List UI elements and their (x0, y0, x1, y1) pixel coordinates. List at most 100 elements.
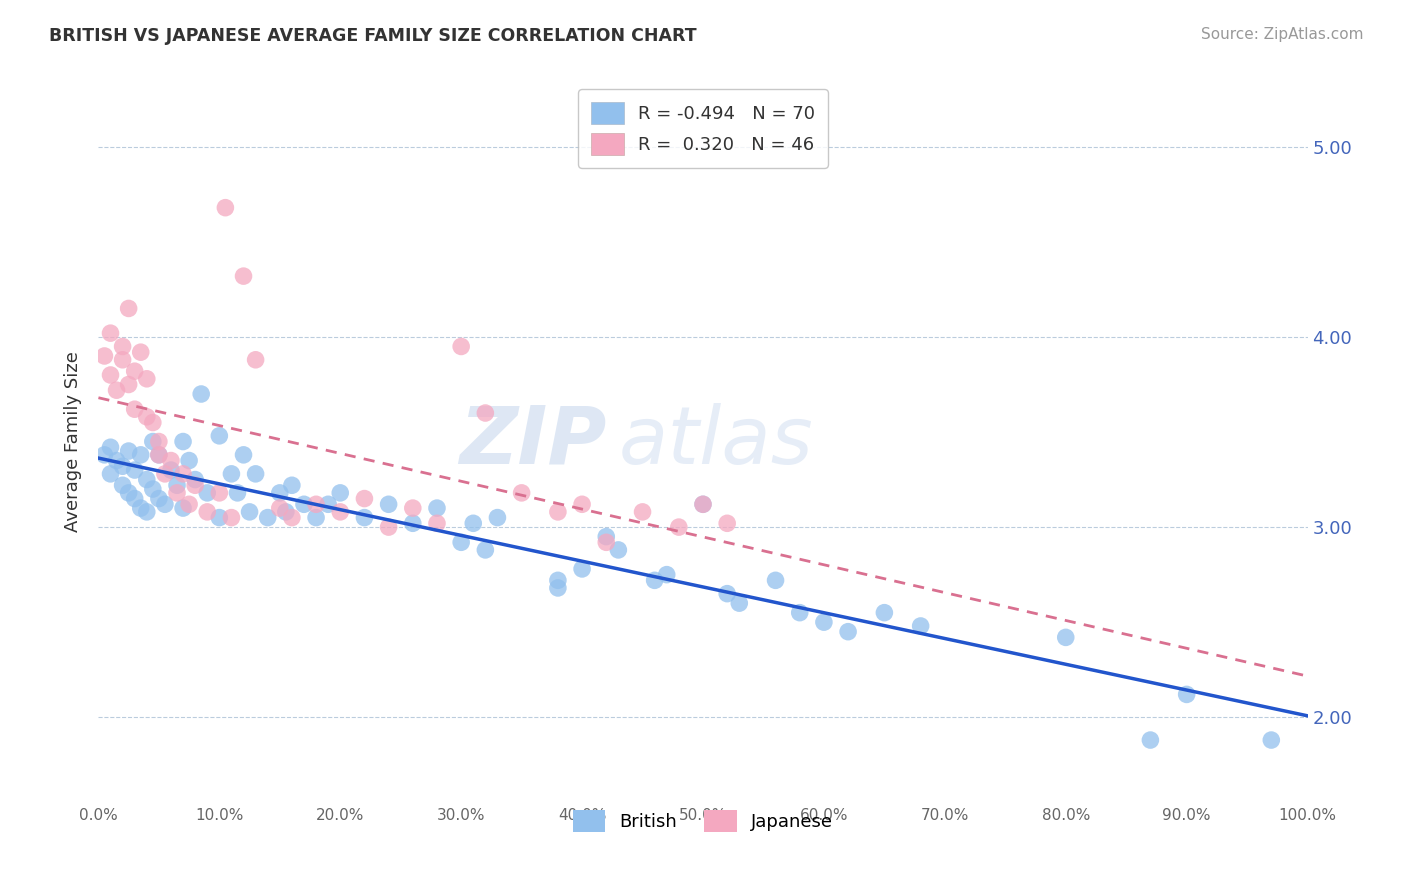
Point (269, 501, 291, 516)
Point (571, 562, 593, 576)
Point (118, 301, 141, 316)
Point (1139, 733, 1161, 747)
Point (190, 387, 212, 401)
Text: ZIP: ZIP (458, 402, 606, 481)
Point (105, 453, 128, 467)
Point (232, 269, 254, 284)
Point (172, 501, 194, 516)
Point (124, 364, 146, 378)
Point (1260, 733, 1282, 747)
Point (402, 501, 425, 516)
Point (571, 497, 593, 511)
Point (789, 606, 811, 620)
Point (329, 486, 352, 500)
Point (274, 505, 297, 519)
Point (765, 574, 787, 588)
Point (692, 497, 714, 511)
Point (474, 542, 496, 557)
Point (910, 619, 932, 633)
Point (232, 448, 254, 462)
Point (256, 510, 278, 524)
Point (195, 505, 218, 519)
Point (214, 201, 236, 215)
Point (655, 567, 678, 582)
Point (118, 377, 141, 392)
Point (547, 581, 569, 595)
Point (100, 326, 122, 341)
Point (486, 510, 509, 524)
Point (124, 402, 146, 417)
Point (474, 406, 496, 420)
Point (184, 478, 207, 492)
Point (208, 429, 231, 443)
Point (135, 409, 157, 424)
Point (837, 624, 859, 639)
Point (148, 448, 170, 462)
Text: atlas: atlas (619, 402, 813, 481)
Point (148, 491, 170, 506)
Point (179, 497, 201, 511)
Point (93, 448, 115, 462)
Point (245, 467, 267, 481)
Point (353, 491, 375, 506)
Point (353, 510, 375, 524)
Point (129, 501, 152, 516)
Point (239, 505, 262, 519)
Point (195, 486, 218, 500)
Point (450, 535, 472, 549)
Point (329, 505, 352, 519)
Point (153, 497, 176, 511)
Point (305, 497, 328, 511)
Text: BRITISH VS JAPANESE AVERAGE FAMILY SIZE CORRELATION CHART: BRITISH VS JAPANESE AVERAGE FAMILY SIZE … (49, 27, 697, 45)
Point (547, 574, 569, 588)
Point (100, 467, 122, 481)
Point (111, 352, 134, 367)
Point (813, 615, 835, 630)
Point (595, 535, 617, 549)
Point (728, 596, 751, 610)
Point (450, 339, 472, 353)
Point (316, 497, 339, 511)
Point (305, 510, 328, 524)
Point (208, 510, 231, 524)
Point (135, 372, 157, 386)
Point (148, 448, 170, 462)
Point (179, 453, 201, 467)
Point (402, 516, 425, 531)
Point (595, 530, 617, 544)
Point (463, 516, 485, 531)
Point (281, 478, 304, 492)
Point (292, 497, 315, 511)
Point (105, 383, 128, 397)
Point (510, 486, 533, 500)
Point (668, 520, 690, 534)
Point (142, 434, 165, 449)
Point (245, 352, 267, 367)
Point (184, 473, 207, 487)
Point (129, 448, 152, 462)
Point (281, 510, 304, 524)
Point (111, 478, 134, 492)
Point (377, 497, 399, 511)
Point (100, 440, 122, 454)
Point (644, 574, 666, 588)
Point (118, 486, 141, 500)
Point (172, 434, 194, 449)
Point (631, 505, 654, 519)
Text: Source: ZipAtlas.com: Source: ZipAtlas.com (1201, 27, 1364, 42)
Legend: British, Japanese: British, Japanese (560, 797, 846, 845)
Point (716, 587, 738, 601)
Y-axis label: Average Family Size: Average Family Size (65, 351, 83, 532)
Point (160, 453, 183, 467)
Point (111, 339, 134, 353)
Point (1054, 631, 1077, 645)
Point (148, 434, 170, 449)
Point (142, 482, 165, 496)
Point (135, 505, 157, 519)
Point (160, 463, 183, 477)
Point (547, 505, 569, 519)
Point (377, 520, 399, 534)
Point (208, 486, 231, 500)
Point (129, 345, 152, 359)
Point (124, 491, 146, 506)
